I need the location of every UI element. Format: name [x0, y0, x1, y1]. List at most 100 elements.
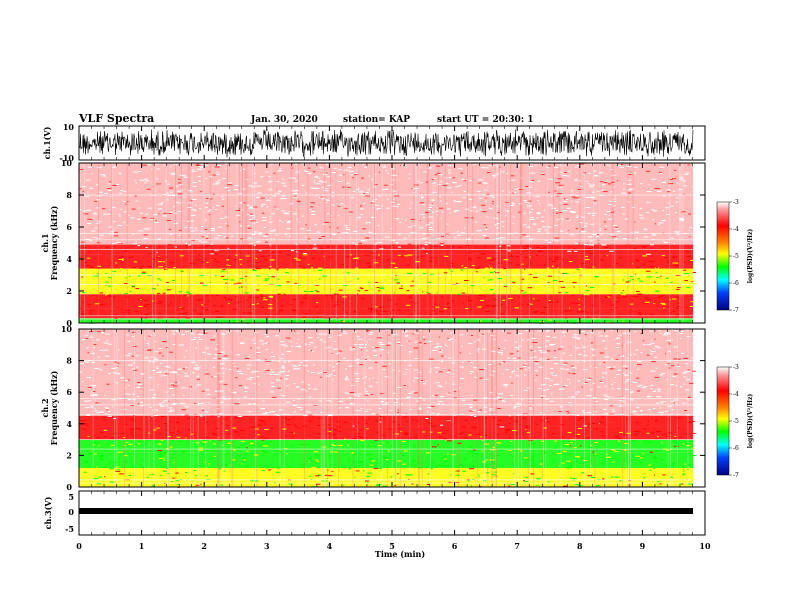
ch2-vertical-streak	[629, 329, 630, 487]
ch1-noise-mark	[107, 188, 111, 189]
ch2-noise-mark	[658, 391, 661, 392]
ch2-noise-mark	[439, 477, 441, 478]
ch1-noise-mark	[93, 237, 96, 238]
ch2-vertical-streak	[379, 329, 380, 487]
ch1-noise-mark	[91, 231, 96, 232]
ch2-noise-mark	[130, 429, 134, 430]
ch2-noise-mark	[427, 407, 431, 408]
ch1-noise-mark	[321, 253, 322, 254]
ch2-noise-mark	[104, 450, 107, 451]
ch2-noise-mark	[349, 366, 353, 367]
ch2-noise-mark	[505, 468, 507, 469]
ch2-noise-mark	[145, 444, 149, 445]
ch1-noise-mark	[222, 178, 226, 179]
ch1-vertical-streak	[510, 163, 511, 323]
ch2-noise-mark	[300, 444, 304, 445]
ch2-noise-mark	[88, 436, 90, 437]
ch1-noise-mark	[511, 175, 514, 176]
ch2-noise-mark	[331, 435, 335, 436]
ch1-noise-mark	[265, 242, 268, 243]
ch1-noise-mark	[634, 232, 639, 233]
ch1-vertical-streak	[428, 163, 429, 323]
ch1-noise-mark	[555, 238, 560, 239]
ch2-noise-mark	[614, 339, 615, 340]
ch2-noise-mark	[665, 364, 667, 365]
ch2-noise-mark	[185, 367, 187, 368]
ch2-noise-mark	[249, 404, 252, 405]
ch2-noise-mark	[503, 453, 505, 454]
ch2-vertical-streak	[492, 329, 493, 487]
ch1-noise-mark	[690, 260, 693, 261]
ch1-noise-mark	[401, 165, 403, 166]
ch2-noise-mark	[501, 362, 504, 363]
ch1-noise-mark	[537, 231, 540, 232]
ch1-noise-mark	[487, 258, 491, 259]
ch2-vertical-streak	[143, 329, 144, 487]
ch1-noise-mark	[211, 228, 215, 229]
ch1-noise-mark	[642, 255, 647, 256]
ch1-noise-mark	[161, 320, 166, 321]
ch2-vertical-streak	[338, 329, 339, 487]
ch1-noise-mark	[428, 217, 433, 218]
ch1-noise-mark	[277, 285, 281, 286]
ch1-noise-mark	[623, 183, 625, 184]
ch2-noise-mark	[308, 385, 311, 386]
ch1-noise-mark	[585, 256, 588, 257]
ch1-noise-mark	[646, 212, 650, 213]
ch1-noise-mark	[417, 181, 419, 182]
ch2-noise-mark	[404, 331, 409, 332]
ch2-noise-mark	[300, 347, 301, 348]
ch1-noise-mark	[137, 245, 140, 246]
ch1-noise-mark	[565, 229, 567, 230]
ch2-noise-mark	[155, 441, 159, 442]
ch2-noise-mark	[359, 364, 362, 365]
ch1-noise-mark	[474, 206, 476, 207]
ch2-noise-mark	[650, 452, 654, 453]
ch2-noise-mark	[293, 412, 294, 413]
ch2-noise-mark	[360, 430, 362, 431]
ch1-noise-mark	[485, 238, 489, 239]
ch1-noise-mark	[174, 223, 178, 224]
ch1-noise-mark	[659, 180, 660, 181]
ch1-noise-mark	[247, 225, 248, 226]
ch2-noise-mark	[285, 346, 288, 347]
ch1-band-1	[79, 309, 693, 319]
ch2-noise-mark	[631, 392, 633, 393]
ch2-noise-mark	[380, 355, 381, 356]
ch2-noise-mark	[609, 422, 614, 423]
ch2-noise-mark	[511, 373, 512, 374]
ch2-noise-mark	[240, 421, 245, 422]
ch2-noise-mark	[615, 477, 620, 478]
ch1-noise-mark	[274, 279, 277, 280]
ch1-noise-mark	[627, 184, 632, 185]
ch1-noise-mark	[674, 231, 679, 232]
ch2-noise-mark	[162, 341, 167, 342]
ch1-noise-mark	[439, 311, 444, 312]
ch1-noise-mark	[306, 192, 308, 193]
ch2-noise-mark	[665, 411, 667, 412]
ch2-noise-mark	[464, 437, 467, 438]
ch2-noise-mark	[539, 350, 543, 351]
ch2-noise-mark	[343, 333, 347, 334]
ch1-noise-mark	[561, 310, 564, 311]
ch1-noise-mark	[501, 171, 505, 172]
ch2-noise-mark	[468, 343, 473, 344]
ch2-noise-mark	[512, 463, 513, 464]
ch2-noise-mark	[659, 442, 660, 443]
ch1-noise-mark	[617, 231, 621, 232]
ch2-noise-mark	[448, 370, 450, 371]
ch1-noise-mark	[436, 292, 437, 293]
ch2-noise-mark	[418, 408, 421, 409]
ch1-noise-mark	[357, 278, 359, 279]
ch1-noise-mark	[303, 253, 307, 254]
ch2-noise-mark	[547, 359, 550, 360]
ch1-noise-mark	[539, 321, 541, 322]
ch2-band-2	[79, 452, 693, 468]
ch1-vertical-streak	[308, 163, 309, 323]
ch2-noise-mark	[428, 341, 432, 342]
ch1-noise-mark	[332, 172, 336, 173]
ch2-noise-mark	[259, 446, 261, 447]
ch2-noise-mark	[640, 462, 643, 463]
ch1-noise-mark	[469, 180, 472, 181]
ch2-noise-mark	[612, 397, 613, 398]
